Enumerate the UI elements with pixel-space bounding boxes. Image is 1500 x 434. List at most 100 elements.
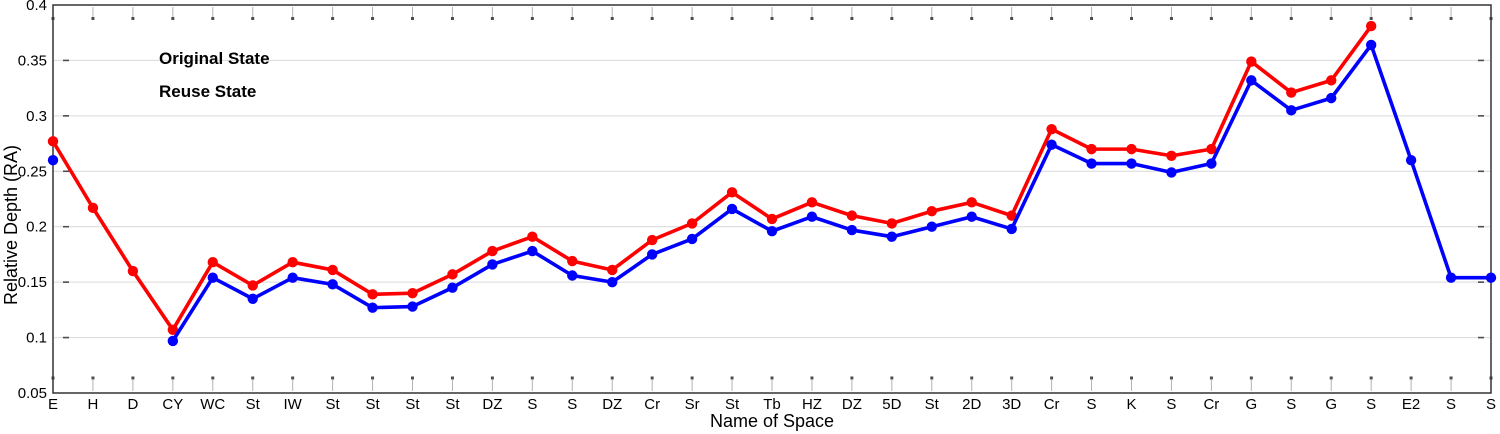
- y-tick-label: 0.4: [26, 0, 47, 14]
- legend-reuse-state: Reuse State: [159, 82, 256, 101]
- x-tick-top-mark: [970, 17, 974, 20]
- x-tick-label: HZ: [802, 396, 822, 413]
- x-tick-bottom-mark: [1209, 376, 1213, 380]
- x-tick-bottom-mark: [131, 376, 135, 380]
- x-tick-top-mark: [1010, 17, 1014, 20]
- marker-original-state: [1286, 87, 1297, 98]
- x-tick-label: 2D: [962, 396, 981, 413]
- marker-original-state: [1046, 123, 1057, 135]
- x-tick-bottom-mark: [930, 376, 934, 380]
- marker-original-state: [47, 136, 59, 147]
- x-tick-top-mark: [530, 17, 534, 20]
- axis-ticks: [51, 7, 1493, 391]
- x-tick-label: H: [88, 396, 99, 413]
- marker-original-state: [966, 197, 977, 208]
- x-tick-top-mark: [331, 17, 335, 20]
- x-tick-bottom-mark: [690, 376, 694, 380]
- x-tick-bottom-mark: [490, 376, 494, 380]
- x-tick-top-mark: [1209, 17, 1213, 20]
- x-tick-bottom-mark: [251, 376, 255, 380]
- x-tick-label: S: [1366, 396, 1376, 413]
- marker-original-state: [487, 245, 498, 257]
- marker-reuse-state: [407, 301, 418, 312]
- x-tick-top-mark: [1409, 17, 1413, 20]
- x-tick-bottom-mark: [91, 376, 95, 380]
- x-tick-top-mark: [650, 17, 654, 20]
- y-tick-label: 0.25: [18, 163, 47, 180]
- x-tick-top-mark: [1329, 17, 1333, 20]
- x-tick-bottom-mark: [1169, 376, 1173, 380]
- marker-original-state: [1246, 56, 1257, 67]
- marker-original-state: [646, 234, 658, 246]
- y-tick-label: 0.05: [18, 385, 47, 402]
- x-tick-bottom-mark: [450, 376, 454, 380]
- marker-reuse-state: [487, 259, 498, 270]
- x-tick-bottom-mark: [610, 376, 614, 380]
- x-tick-top-mark: [251, 17, 255, 20]
- x-tick-top-mark: [131, 17, 135, 20]
- x-tick-bottom-mark: [1010, 376, 1014, 380]
- x-tick-top-mark: [890, 17, 894, 20]
- x-axis-title: Name of Space: [710, 411, 834, 431]
- x-tick-bottom-mark: [650, 376, 654, 380]
- x-tick-label: DZ: [602, 396, 622, 413]
- x-tick-label: Cr: [1044, 396, 1060, 413]
- marker-original-state: [886, 218, 898, 229]
- x-tick-label: St: [725, 396, 740, 413]
- x-tick-label: S: [1286, 396, 1296, 413]
- marker-original-state: [407, 288, 418, 299]
- x-tick-top-mark: [1050, 17, 1054, 20]
- x-tick-top-mark: [211, 17, 215, 20]
- y-tick-labels: 0.05 0.1 0.15 0.2 0.25 0.3 0.35 0.4: [18, 0, 47, 402]
- marker-original-state: [87, 202, 99, 214]
- y-tick-label: 0.3: [26, 108, 47, 125]
- marker-reuse-state: [806, 211, 818, 222]
- marker-reuse-state: [966, 211, 977, 222]
- x-tick-label: DZ: [842, 396, 862, 413]
- marker-original-state: [287, 256, 298, 268]
- x-tick-label: St: [925, 396, 940, 413]
- x-tick-top-mark: [450, 17, 454, 20]
- x-tick-bottom-mark: [1130, 376, 1133, 380]
- marker-original-state: [447, 269, 458, 280]
- x-tick-label: St: [246, 396, 261, 413]
- x-tick-label: S: [567, 396, 577, 413]
- marker-reuse-state: [287, 272, 298, 283]
- marker-original-state: [527, 231, 538, 242]
- marker-reuse-state: [1326, 92, 1337, 104]
- marker-original-state: [1126, 143, 1137, 155]
- x-tick-top-mark: [570, 17, 574, 20]
- x-tick-top-mark: [91, 17, 95, 20]
- marker-original-state: [567, 255, 578, 267]
- plot-border: [52, 4, 1492, 394]
- y-tick-label: 0.15: [18, 274, 47, 291]
- y-tick-label: 0.1: [26, 330, 47, 347]
- marker-original-state: [926, 205, 937, 217]
- marker-reuse-state: [1365, 39, 1377, 51]
- x-tick-label: St: [365, 396, 380, 413]
- x-tick-bottom-mark: [211, 376, 215, 380]
- x-tick-label: IW: [284, 396, 303, 413]
- line-reuse-state: [171, 43, 1493, 343]
- x-tick-top-mark: [490, 17, 494, 20]
- x-tick-top-mark: [171, 17, 175, 20]
- x-tick-labels: E H D CY WC St IW St St St St DZ S S DZ Cr Sr St Tb HZ DZ 5D S…: [48, 396, 1496, 413]
- marker-reuse-state: [167, 335, 179, 347]
- marker-original-state: [766, 213, 778, 225]
- marker-reuse-state: [926, 221, 937, 232]
- marker-reuse-state: [447, 282, 458, 293]
- marker-original-state: [367, 289, 378, 300]
- marker-reuse-state: [1006, 223, 1017, 235]
- marker-reuse-state: [527, 245, 538, 257]
- marker-original-state: [686, 218, 698, 229]
- x-tick-bottom-mark: [1449, 376, 1453, 380]
- marker-reuse-state: [686, 233, 698, 245]
- x-tick-label: S: [527, 396, 537, 413]
- x-tick-top-mark: [770, 17, 774, 20]
- x-tick-label: Tb: [763, 396, 781, 413]
- x-tick-top-mark: [610, 17, 614, 20]
- marker-reuse-state: [247, 293, 258, 304]
- x-tick-bottom-mark: [970, 376, 974, 380]
- x-tick-top-mark: [411, 17, 414, 20]
